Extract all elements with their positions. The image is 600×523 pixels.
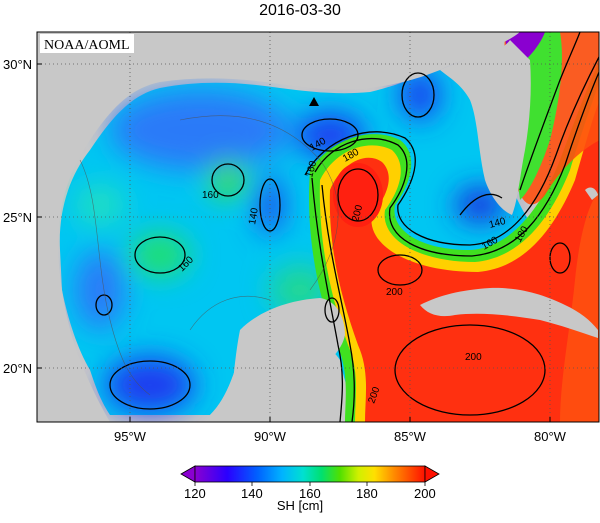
contour-140-north — [301, 118, 359, 152]
contour-florida-140 — [459, 193, 503, 216]
blue-area-nw — [110, 90, 290, 170]
colorbar-right-arrow — [424, 465, 440, 483]
contour-140-east-small — [324, 297, 340, 323]
contour-140-central — [259, 178, 281, 232]
lon-label-95: 95°W — [114, 429, 147, 444]
colorbar-label: SH [cm] — [276, 498, 324, 513]
contour-label: 140 — [488, 216, 507, 231]
cuba-land — [420, 287, 598, 338]
contour-loop-current-160 — [304, 55, 599, 246]
contour-200-east — [549, 242, 571, 274]
green-patch-sw — [75, 185, 125, 225]
colorbar-tick: 140 — [241, 486, 263, 501]
bahamas-land — [585, 187, 598, 200]
map-title: 2016-03-30 — [259, 2, 341, 19]
lon-label-90: 90°W — [254, 429, 287, 444]
colorbar-tick: 120 — [184, 486, 206, 501]
lon-label-80: 80°W — [534, 429, 567, 444]
contour-160-west — [134, 236, 186, 274]
contour-thin-south — [189, 296, 271, 331]
colorbar-gradient — [194, 465, 426, 483]
lat-label-20: 20°N — [3, 361, 32, 376]
contour-label: 200 — [465, 352, 482, 363]
colorbar-tick: 200 — [414, 486, 436, 501]
florida-land — [440, 40, 531, 215]
contour-label: 200 — [386, 287, 403, 298]
plot-frame — [36, 31, 600, 423]
contour-label: 140 — [247, 207, 261, 226]
blue-eddy-ne — [400, 70, 440, 120]
contour-140-small — [95, 294, 113, 316]
contour-atlantic — [519, 32, 581, 191]
contour-label: 200 — [350, 203, 365, 222]
north-coast-land — [37, 32, 520, 422]
green-eddy-north — [208, 162, 248, 198]
source-label-box — [40, 34, 134, 53]
contour-loop-current-inner2 — [321, 184, 356, 422]
green-eddy-west — [130, 233, 190, 277]
contour-thin-west — [79, 159, 151, 396]
contour-200-eddy — [337, 168, 379, 222]
buoy-triangle-marker — [309, 97, 319, 106]
colorbar-tick: 180 — [356, 486, 378, 501]
contour-140-west — [109, 360, 191, 410]
mexico-south-land — [210, 321, 300, 422]
contour-loop-current-180 — [314, 70, 599, 257]
contour-200-caribbean — [394, 324, 546, 416]
contour-loop-current-inner — [311, 177, 344, 422]
contour-thin-central — [179, 115, 339, 291]
contour-140-ne — [401, 72, 435, 118]
blue-area-w — [75, 250, 125, 330]
colorbar: 120 140 160 180 200 — [180, 465, 440, 501]
contour-label: 160 — [304, 159, 319, 178]
contour-label: 160 — [202, 190, 219, 201]
loop-current-warm-core — [329, 102, 599, 422]
source-label: NOAA/AOML — [44, 38, 130, 53]
warm-eddy-loop — [333, 163, 383, 227]
colorbar-left-arrow — [180, 465, 196, 483]
contour-160-north — [211, 163, 245, 197]
lat-label-25: 25°N — [3, 210, 32, 225]
lat-label-30: 30°N — [3, 57, 32, 72]
contour-200-central — [377, 254, 423, 286]
lon-label-85: 85°W — [394, 429, 427, 444]
colorbar-tick: 160 — [299, 486, 321, 501]
blue-eddy-west — [105, 357, 195, 413]
